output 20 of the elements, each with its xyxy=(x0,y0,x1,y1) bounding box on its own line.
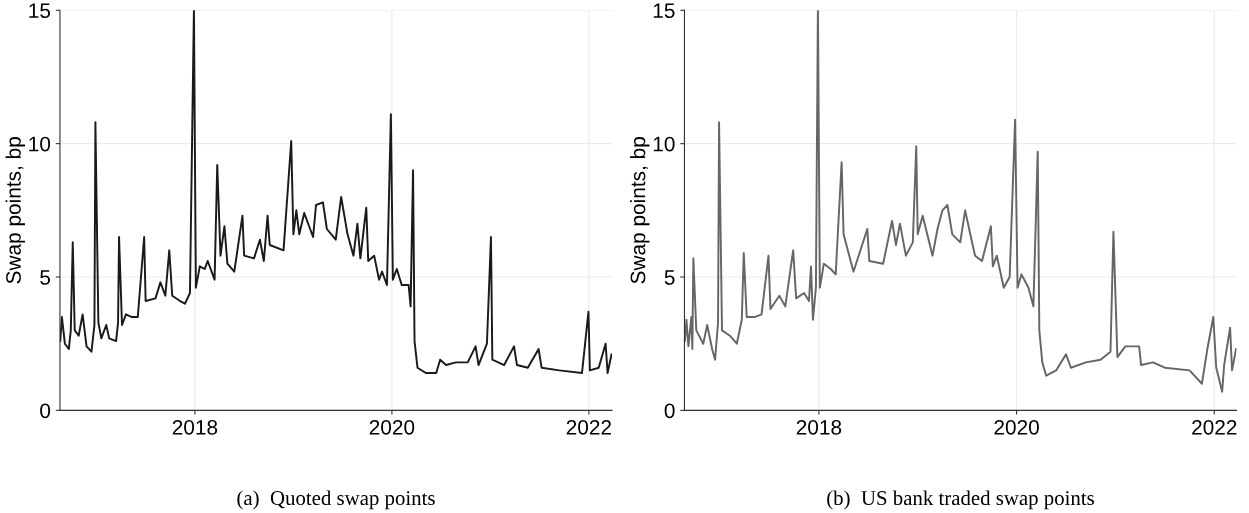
x-tick-label: 2020 xyxy=(994,419,1039,435)
y-axis-title: Swap points, bp xyxy=(630,137,650,284)
y-tick-label: 15 xyxy=(653,3,675,19)
y-tick-label: 10 xyxy=(29,136,51,152)
line-series xyxy=(684,10,1237,393)
y-tick-label: 10 xyxy=(653,136,675,152)
y-tick-label: 0 xyxy=(40,403,51,419)
x-tick-label: 2018 xyxy=(172,419,218,435)
x-tick-label: 2018 xyxy=(796,419,842,435)
y-tick-label: 0 xyxy=(664,403,675,419)
x-tick-label: 2022 xyxy=(1192,419,1237,435)
y-tick-label: 15 xyxy=(29,3,51,19)
x-tick-label: 2022 xyxy=(566,419,611,435)
y-tick-label: 5 xyxy=(664,270,675,285)
text: (b) US bank traded swap points xyxy=(827,490,1094,510)
x-tick-label: 2020 xyxy=(369,419,415,435)
y-tick-label: 5 xyxy=(40,270,51,285)
line-series xyxy=(59,10,613,375)
text: (a) Quoted swap points xyxy=(237,490,435,510)
y-axis-title: Swap points, bp xyxy=(5,137,25,284)
